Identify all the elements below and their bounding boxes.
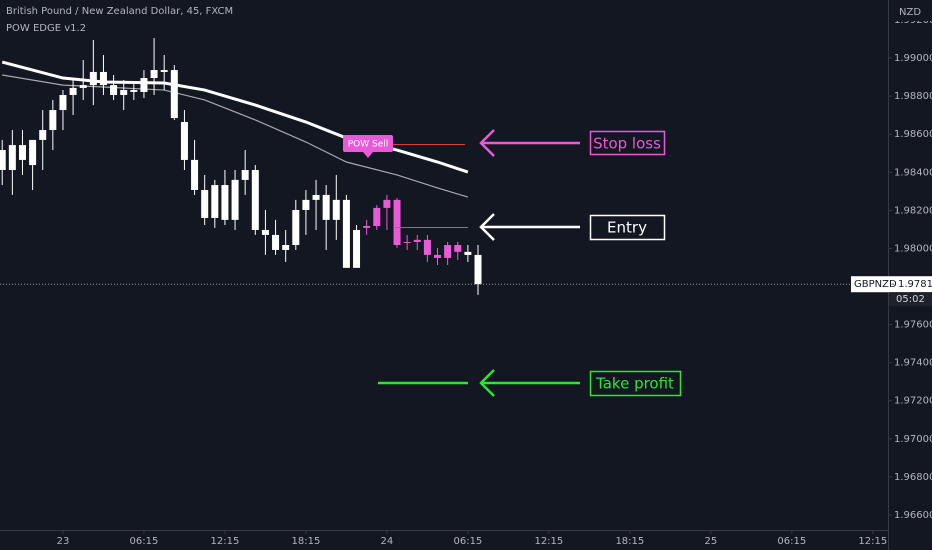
entry-box	[589, 214, 666, 241]
candle-body	[423, 239, 431, 255]
candle-body	[79, 85, 87, 88]
candle-body	[373, 207, 381, 226]
x-tick-label: 12:15	[211, 536, 240, 547]
chart-title: British Pound / New Zealand Dollar, 45, …	[6, 6, 233, 17]
candle-body	[160, 70, 168, 72]
candle-body	[261, 229, 269, 235]
candle-body	[342, 199, 350, 268]
currency-box	[889, 3, 932, 21]
candle-body	[454, 245, 462, 252]
x-tick-label: 06:15	[130, 536, 159, 547]
candle-body	[110, 85, 118, 95]
x-tick-label: 25	[704, 536, 717, 547]
y-tick-label: 1.96800	[894, 472, 932, 483]
x-tick-label: 24	[381, 536, 394, 547]
countdown-label: 05:02	[896, 294, 925, 305]
y-tick-label: 1.96600	[894, 510, 932, 521]
stop-box	[589, 130, 666, 156]
candle-body	[130, 90, 138, 92]
candle-body	[332, 199, 340, 220]
candle-body	[474, 254, 482, 285]
stop-label: Stop loss	[593, 135, 661, 153]
y-tick-label: 1.98800	[894, 91, 932, 102]
x-tick-label: 18:15	[615, 536, 644, 547]
moving-average	[2, 74, 469, 198]
signal-box	[343, 135, 393, 152]
signal-pointer	[363, 152, 373, 158]
candle-body	[59, 94, 67, 111]
y-tick-label: 1.97400	[894, 358, 932, 369]
candle-body	[292, 209, 300, 246]
symbol-label: GBPNZD	[854, 279, 897, 290]
candle-body	[120, 90, 128, 95]
candle-body	[150, 70, 158, 79]
candle-body	[29, 139, 37, 166]
tp-arrow	[479, 369, 580, 397]
candle-body	[464, 251, 472, 255]
candle-body	[211, 185, 219, 218]
price-separator: -	[891, 279, 895, 290]
candle-body	[39, 130, 47, 140]
candle-body	[69, 87, 77, 95]
stop-arrow	[479, 129, 580, 157]
tp-label: Take profit	[595, 375, 674, 393]
countdown-box	[889, 292, 932, 307]
signal-label: POW Sell	[348, 140, 389, 150]
candle-body	[251, 170, 259, 230]
candle-body	[89, 71, 97, 86]
x-tick-label: 06:15	[453, 536, 482, 547]
candle-body	[383, 199, 391, 208]
price-label: 1.97812	[898, 279, 932, 290]
price-label-box	[851, 276, 932, 293]
y-tick-label: 1.98000	[894, 243, 932, 254]
candle-body	[322, 194, 330, 220]
candle-body	[312, 194, 320, 200]
currency-label: NZD	[899, 7, 921, 18]
candle-body	[99, 71, 107, 86]
entry-arrow	[479, 213, 580, 241]
candle-body	[18, 145, 26, 160]
candle-body	[180, 122, 188, 160]
y-tick-label: 1.98600	[894, 129, 932, 140]
indicator-name: POW EDGE v1.2	[6, 23, 86, 34]
x-tick-label: 12:15	[534, 536, 563, 547]
y-tick-label: 1.98400	[894, 167, 932, 178]
candle-body	[201, 189, 209, 218]
candle-body	[49, 110, 57, 131]
candle-body	[241, 170, 249, 180]
y-tick-label: 1.97200	[894, 396, 932, 407]
candle-body	[8, 145, 16, 171]
candle-body	[231, 179, 239, 220]
y-tick-label: 1.97000	[894, 434, 932, 445]
candle-body	[393, 199, 401, 246]
x-tick-label: 06:15	[777, 536, 806, 547]
candle-body	[191, 159, 199, 190]
candle-body	[0, 150, 6, 171]
candle-body	[170, 70, 178, 119]
candle-body	[282, 245, 290, 250]
candle-body	[302, 199, 310, 210]
candle-body	[413, 239, 421, 242]
candle-body	[403, 241, 411, 243]
candle-body	[272, 234, 280, 250]
tp-box	[589, 370, 682, 397]
candle-body	[434, 254, 442, 258]
y-tick-label: 1.98200	[894, 205, 932, 216]
candle-body	[363, 225, 371, 228]
annotations: POW Sell Stop loss Entry Take profit	[343, 129, 682, 397]
y-tick-label: 1.97600	[894, 320, 932, 331]
y-tick-label: 1.99000	[894, 53, 932, 64]
candle-body	[140, 78, 148, 92]
entry-label: Entry	[607, 219, 647, 237]
candle-body	[221, 185, 229, 220]
x-tick-label: 12:15	[858, 536, 887, 547]
x-tick-label: 23	[57, 536, 70, 547]
candle-body	[444, 245, 452, 258]
x-tick-label: 18:15	[292, 536, 321, 547]
candle-body	[353, 229, 361, 268]
